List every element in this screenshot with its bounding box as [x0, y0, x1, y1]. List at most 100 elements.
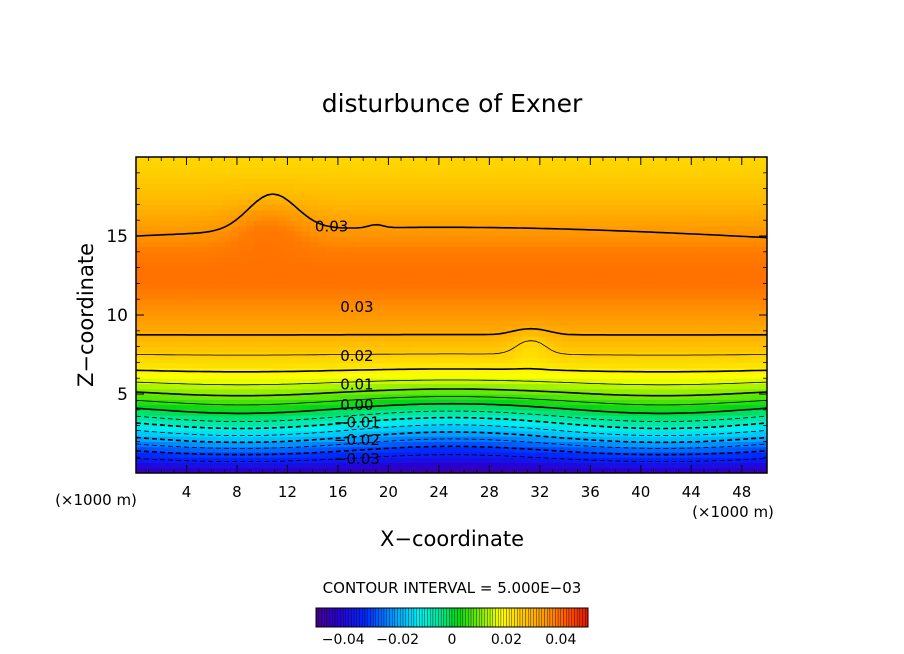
- field-cell: [317, 172, 326, 179]
- field-cell: [735, 193, 744, 200]
- field-cell: [743, 183, 752, 190]
- field-cell: [569, 267, 579, 274]
- field-cell: [427, 236, 437, 242]
- field-cell: [183, 293, 192, 300]
- field-cell: [490, 346, 500, 353]
- field-cell: [711, 293, 721, 300]
- field-cell: [143, 288, 153, 295]
- field-cell: [325, 357, 334, 363]
- field-cell: [419, 193, 429, 200]
- field-cell: [672, 204, 681, 211]
- field-cell: [364, 241, 374, 248]
- field-cell: [270, 394, 279, 400]
- field-cell: [159, 341, 169, 348]
- field-cell: [490, 399, 500, 406]
- field-cell: [664, 299, 673, 306]
- field-cell: [435, 425, 445, 432]
- field-cell: [703, 388, 713, 395]
- field-cell: [546, 420, 555, 427]
- field-cell: [711, 383, 721, 390]
- field-cell: [554, 220, 563, 227]
- field-cell: [648, 257, 658, 263]
- field-cell: [159, 325, 169, 332]
- field-cell: [625, 257, 634, 263]
- field-cell: [348, 425, 358, 432]
- field-cell: [238, 467, 248, 473]
- field-cell: [325, 209, 334, 216]
- field-cell: [254, 383, 263, 390]
- field-cell: [514, 267, 524, 274]
- field-cell: [167, 372, 177, 379]
- contour-line: [136, 379, 767, 386]
- field-cell: [238, 446, 248, 453]
- field-cell: [593, 378, 602, 385]
- field-cell: [459, 336, 468, 342]
- field-cell: [238, 183, 248, 190]
- field-cell: [593, 309, 602, 316]
- field-cell: [483, 288, 492, 295]
- field-cell: [412, 336, 421, 342]
- field-cell: [301, 451, 311, 458]
- field-cell: [214, 251, 224, 258]
- field-cell: [609, 183, 618, 190]
- field-cell: [632, 225, 642, 232]
- field-cell: [293, 394, 303, 400]
- field-cell: [703, 272, 713, 279]
- contour-label: 0.01: [340, 376, 373, 394]
- field-cell: [301, 293, 311, 300]
- field-cell: [680, 346, 689, 353]
- field-cell: [285, 278, 295, 284]
- field-cell: [151, 404, 161, 411]
- field-cell: [475, 430, 484, 437]
- field-cell: [214, 241, 224, 248]
- field-cell: [640, 167, 650, 174]
- field-cell: [632, 230, 642, 237]
- field-cell: [640, 394, 650, 400]
- field-cell: [711, 394, 721, 400]
- field-cell: [609, 430, 618, 437]
- field-cell: [467, 378, 476, 385]
- field-cell: [270, 230, 279, 237]
- field-cell: [727, 415, 737, 421]
- field-cell: [206, 262, 216, 269]
- field-cell: [522, 336, 531, 342]
- field-cell: [175, 378, 184, 385]
- field-cell: [451, 230, 460, 237]
- field-cell: [601, 330, 610, 337]
- field-cell: [285, 420, 295, 427]
- field-cell: [625, 293, 634, 300]
- field-cell: [412, 346, 421, 353]
- field-cell: [214, 172, 224, 179]
- field-cell: [427, 178, 437, 184]
- field-cell: [214, 278, 224, 284]
- field-cell: [609, 388, 618, 395]
- field-cell: [167, 251, 177, 258]
- field-cell: [743, 404, 752, 411]
- field-cell: [483, 267, 492, 274]
- field-cell: [759, 204, 767, 211]
- field-cell: [372, 436, 382, 442]
- field-cell: [341, 262, 350, 269]
- field-cell: [632, 220, 642, 227]
- field-cell: [743, 362, 752, 369]
- field-cell: [341, 204, 350, 211]
- field-cell: [206, 383, 216, 390]
- field-cell: [680, 262, 689, 269]
- field-cell: [617, 394, 626, 400]
- field-cell: [490, 267, 500, 274]
- field-cell: [443, 172, 453, 179]
- field-cell: [451, 315, 460, 321]
- field-cell: [617, 183, 626, 190]
- field-cell: [388, 183, 397, 190]
- field-cell: [230, 457, 240, 464]
- field-cell: [427, 362, 437, 369]
- field-cell: [680, 288, 689, 295]
- field-cell: [404, 251, 413, 258]
- field-cell: [735, 336, 744, 342]
- field-cell: [759, 457, 767, 464]
- field-cell: [459, 409, 468, 416]
- field-cell: [293, 167, 303, 174]
- field-cell: [617, 357, 626, 363]
- field-cell: [711, 209, 721, 216]
- field-cell: [743, 299, 752, 306]
